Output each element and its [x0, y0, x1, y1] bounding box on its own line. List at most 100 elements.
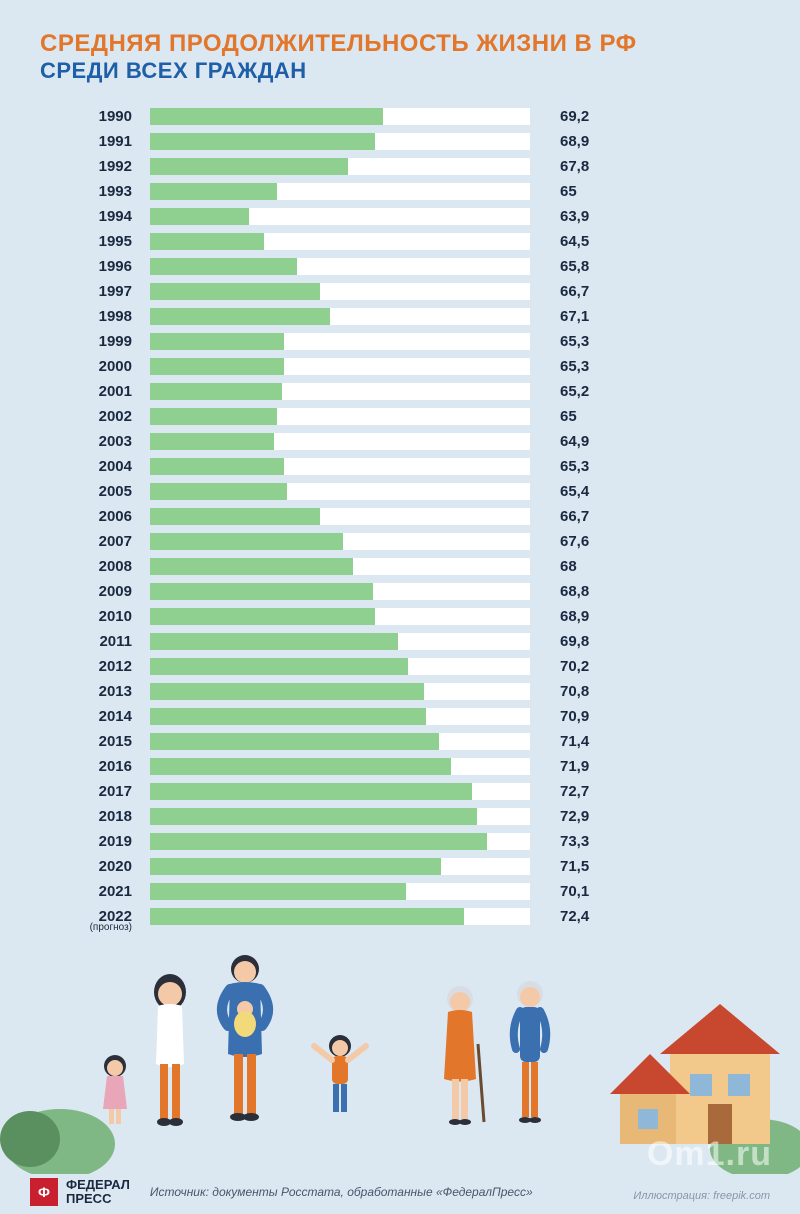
year-label: 2010 [40, 608, 150, 625]
chart-row: 2019 73,3 [40, 829, 760, 854]
value-label: 65,3 [530, 333, 610, 350]
chart-row: 199665,8 [40, 254, 760, 279]
chart-row: 199463,9 [40, 204, 760, 229]
year-label: 2013 [40, 683, 150, 700]
value-label: 68 [530, 558, 610, 575]
chart-row: 2008 68 [40, 554, 760, 579]
chart-row: 199267,8 [40, 154, 760, 179]
bar-fill [150, 233, 264, 250]
footer: Ф ФЕДЕРАЛ ПРЕСС Источник: документы Росс… [0, 1170, 800, 1214]
bar-track [150, 583, 530, 600]
bar-fill [150, 658, 408, 675]
bar-track [150, 108, 530, 125]
bar-track [150, 133, 530, 150]
title-sub: СРЕДИ ВСЕХ ГРАЖДАН [40, 58, 760, 84]
value-label: 63,9 [530, 208, 610, 225]
value-label: 71,9 [530, 758, 610, 775]
bar-track [150, 308, 530, 325]
bar-track [150, 733, 530, 750]
year-label: 2015 [40, 733, 150, 750]
year-label: 1990 [40, 108, 150, 125]
bar-track [150, 483, 530, 500]
header: СРЕДНЯЯ ПРОДОЛЖИТЕЛЬНОСТЬ ЖИЗНИ В РФ СРЕ… [0, 0, 800, 94]
bar-track [150, 383, 530, 400]
year-label: 1996 [40, 258, 150, 275]
bar-track [150, 283, 530, 300]
value-label: 70,2 [530, 658, 610, 675]
bar-fill [150, 108, 383, 125]
value-label: 69,2 [530, 108, 610, 125]
bar-track [150, 708, 530, 725]
value-label: 67,6 [530, 533, 610, 550]
bar-fill [150, 283, 320, 300]
logo-badge-icon: Ф [30, 1178, 58, 1206]
chart-row: 200165,2 [40, 379, 760, 404]
bar-fill [150, 633, 398, 650]
value-label: 73,3 [530, 833, 610, 850]
year-label: 2005 [40, 483, 150, 500]
chart-row: 201671,9 [40, 754, 760, 779]
chart-row: 201169,8 [40, 629, 760, 654]
year-label: 2007 [40, 533, 150, 550]
chart-row: 199867,1 [40, 304, 760, 329]
chart-row: 201470,9 [40, 704, 760, 729]
watermark: Om1.ru [647, 1135, 772, 1174]
year-label: 2014 [40, 708, 150, 725]
value-label: 68,9 [530, 608, 610, 625]
bar-fill [150, 258, 297, 275]
chart-row: 2005 65,4 [40, 479, 760, 504]
bar-track [150, 558, 530, 575]
chart-row: 2010 68,9 [40, 604, 760, 629]
value-label: 65,4 [530, 483, 610, 500]
value-label: 65 [530, 408, 610, 425]
value-label: 65 [530, 183, 610, 200]
bar-track [150, 883, 530, 900]
value-label: 71,5 [530, 858, 610, 875]
bar-track [150, 858, 530, 875]
value-label: 72,9 [530, 808, 610, 825]
chart-row: 201772,7 [40, 779, 760, 804]
value-label: 64,5 [530, 233, 610, 250]
value-label: 67,8 [530, 158, 610, 175]
year-label: 2017 [40, 783, 150, 800]
chart-row: 1997 66,7 [40, 279, 760, 304]
bar-fill [150, 558, 353, 575]
bar-fill [150, 833, 487, 850]
bar-track [150, 683, 530, 700]
value-label: 66,7 [530, 283, 610, 300]
bar-track [150, 158, 530, 175]
bar-fill [150, 333, 284, 350]
bar-track [150, 508, 530, 525]
chart-row: 1990 69,2 [40, 104, 760, 129]
bar-track [150, 458, 530, 475]
bar-fill [150, 783, 472, 800]
chart-row: 201270,2 [40, 654, 760, 679]
bar-fill [150, 483, 287, 500]
bar-fill [150, 508, 320, 525]
bar-fill [150, 433, 274, 450]
bar-track [150, 258, 530, 275]
year-label: 1998 [40, 308, 150, 325]
bar-fill [150, 458, 284, 475]
year-label: 1997 [40, 283, 150, 300]
year-label: 2002 [40, 408, 150, 425]
value-label: 64,9 [530, 433, 610, 450]
chart-row: 199365 [40, 179, 760, 204]
year-label: 2006 [40, 508, 150, 525]
year-label: 1995 [40, 233, 150, 250]
chart-row: 201370,8 [40, 679, 760, 704]
value-label: 65,2 [530, 383, 610, 400]
title-main: СРЕДНЯЯ ПРОДОЛЖИТЕЛЬНОСТЬ ЖИЗНИ В РФ [40, 30, 760, 58]
value-label: 70,1 [530, 883, 610, 900]
bar-fill [150, 358, 284, 375]
year-label: 2021 [40, 883, 150, 900]
bar-track [150, 358, 530, 375]
bar-fill [150, 583, 373, 600]
chart-row: 200065,3 [40, 354, 760, 379]
year-label: 2008 [40, 558, 150, 575]
bar-fill [150, 533, 343, 550]
year-label: 2019 [40, 833, 150, 850]
bar-track [150, 208, 530, 225]
value-label: 69,8 [530, 633, 610, 650]
year-label: 1991 [40, 133, 150, 150]
